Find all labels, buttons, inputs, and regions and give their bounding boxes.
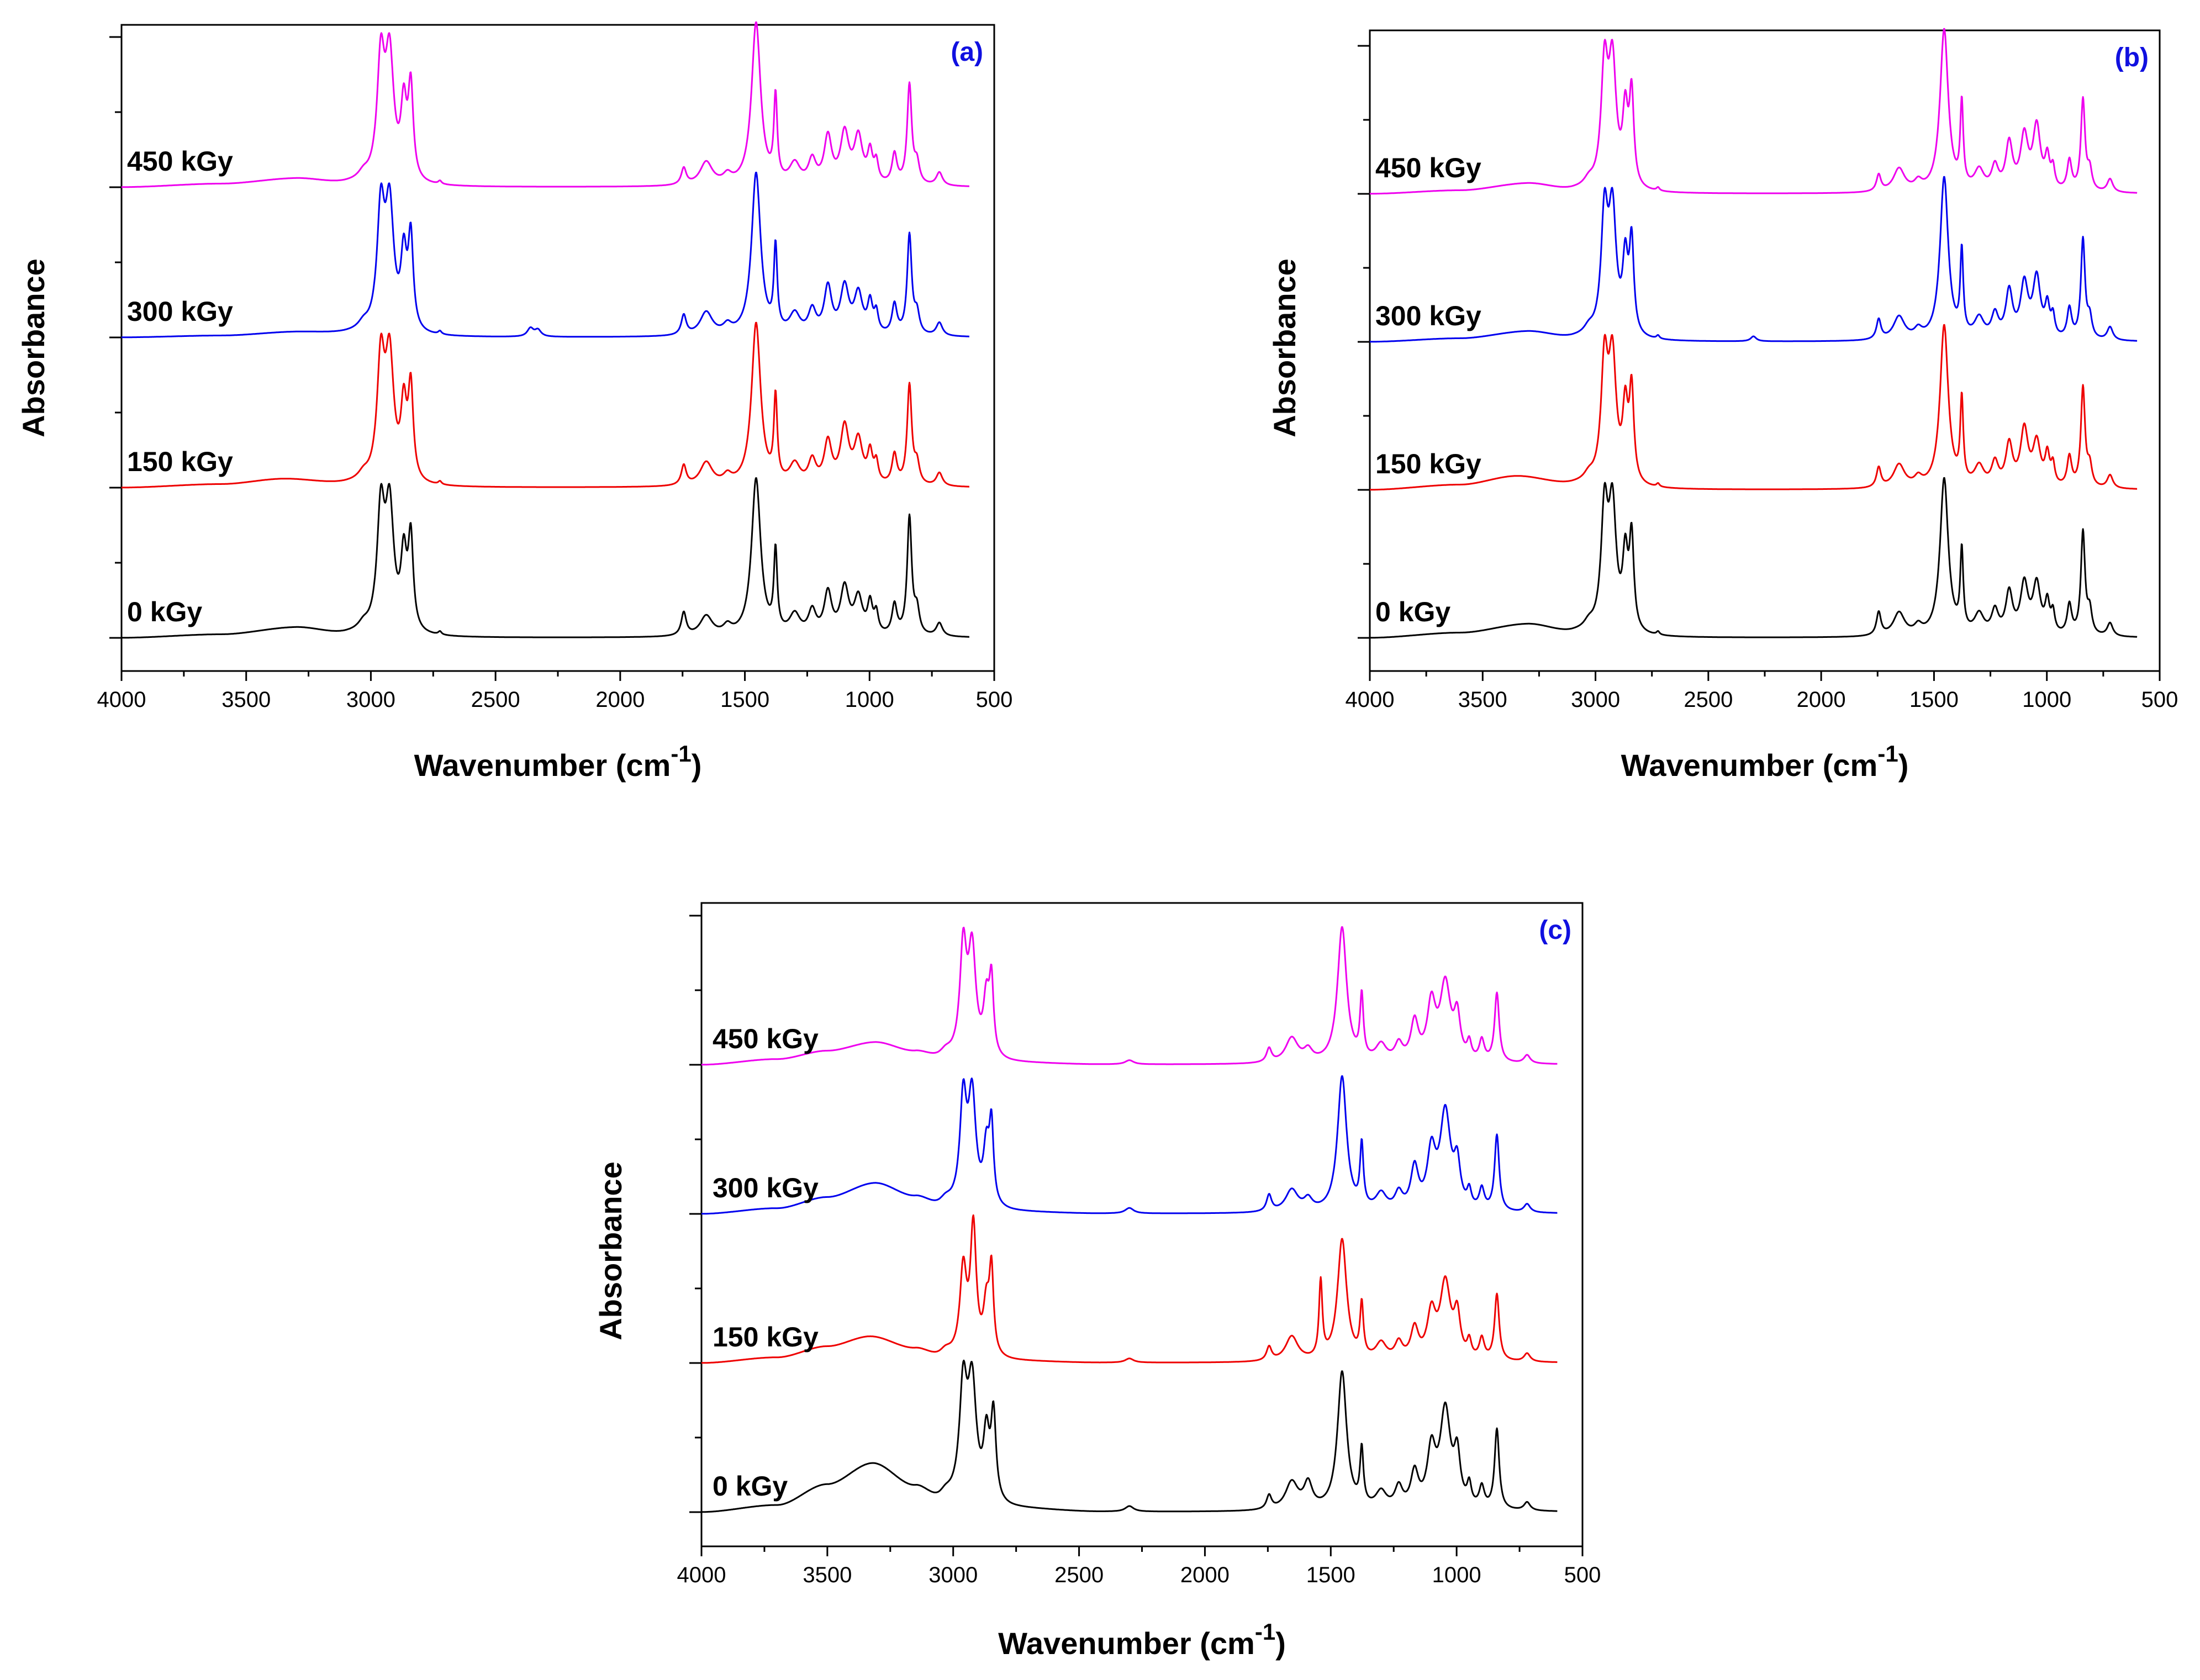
x-tick-label: 2500 xyxy=(1054,1563,1104,1587)
series-line-0-kgy xyxy=(121,477,970,639)
y-axis-title: Absorbance xyxy=(593,1161,628,1340)
y-axis-title: Absorbance xyxy=(16,258,51,437)
x-tick-label: 1500 xyxy=(1306,1563,1355,1587)
series-label: 450 kGy xyxy=(713,1023,819,1054)
x-tick-label: 3000 xyxy=(1571,688,1620,712)
series-label: 300 kGy xyxy=(1375,300,1481,331)
series-label: 150 kGy xyxy=(127,446,233,477)
x-tick-label: 2000 xyxy=(1797,688,1846,712)
series-line-450-kgy xyxy=(1369,28,2138,195)
x-tick-label: 1500 xyxy=(720,688,769,712)
series-line-0-kgy xyxy=(701,1359,1558,1513)
series-line-300-kgy xyxy=(121,171,970,339)
x-tick-label: 500 xyxy=(2141,688,2178,712)
x-tick-label: 1000 xyxy=(2022,688,2071,712)
series-label: 450 kGy xyxy=(127,146,233,177)
x-axis-title: Wavenumber (cm-1) xyxy=(414,741,702,783)
panel-a: 4000 3500 3000 2500 2000 1500 1000 500 0 kGy 150 … xyxy=(16,21,1013,783)
x-tick-label: 3500 xyxy=(221,688,271,712)
series-line-0-kgy xyxy=(1369,477,2138,639)
x-tick-label: 1500 xyxy=(1909,688,1959,712)
series-label: 300 kGy xyxy=(127,296,233,327)
series-label: 0 kGy xyxy=(127,596,202,627)
x-tick-label: 4000 xyxy=(97,688,146,712)
x-axis-title: Wavenumber (cm-1) xyxy=(1621,741,1909,783)
x-tick-label: 2000 xyxy=(595,688,645,712)
panel-label: (c) xyxy=(1539,916,1571,945)
panel-label: (b) xyxy=(2115,43,2149,72)
x-tick-label: 4000 xyxy=(677,1563,726,1587)
x-tick-label: 4000 xyxy=(1346,688,1395,712)
series-line-300-kgy xyxy=(701,1075,1558,1215)
series-line-300-kgy xyxy=(1369,176,2138,343)
x-tick-label: 1000 xyxy=(845,688,894,712)
series-line-150-kgy xyxy=(1369,324,2138,491)
x-tick-label: 3000 xyxy=(928,1563,978,1587)
panel-label: (a) xyxy=(951,38,983,67)
y-axis-title: Absorbance xyxy=(1267,258,1302,437)
series-label: 150 kGy xyxy=(1375,448,1481,479)
series-label: 450 kGy xyxy=(1375,152,1481,183)
series-label: 300 kGy xyxy=(713,1172,819,1203)
x-tick-label: 2500 xyxy=(1684,688,1733,712)
x-axis-title: Wavenumber (cm-1) xyxy=(998,1619,1286,1661)
series-label: 0 kGy xyxy=(713,1471,788,1502)
x-tick-label: 3500 xyxy=(803,1563,852,1587)
series-line-150-kgy xyxy=(121,321,970,489)
x-tick-label: 3500 xyxy=(1458,688,1507,712)
x-tick-label: 500 xyxy=(976,688,1013,712)
x-tick-label: 3000 xyxy=(346,688,395,712)
x-tick-label: 1000 xyxy=(1432,1563,1481,1587)
plot-frame xyxy=(1369,29,2161,672)
x-tick-label: 2500 xyxy=(471,688,520,712)
x-tick-label: 2000 xyxy=(1180,1563,1230,1587)
x-tick-label: 500 xyxy=(1564,1563,1601,1587)
series-label: 150 kGy xyxy=(713,1322,819,1353)
series-line-450-kgy xyxy=(701,926,1558,1066)
plot-frame xyxy=(120,24,995,672)
series-line-450-kgy xyxy=(121,21,970,188)
panel-b: 4000 3500 3000 2500 2000 1500 1000 500 0 kGy 150 … xyxy=(1267,28,2178,783)
series-line-150-kgy xyxy=(701,1214,1558,1364)
panel-c: 4000 3500 3000 2500 2000 1500 1000 500 0 kGy 150 … xyxy=(593,902,1601,1661)
series-label: 0 kGy xyxy=(1375,596,1450,627)
